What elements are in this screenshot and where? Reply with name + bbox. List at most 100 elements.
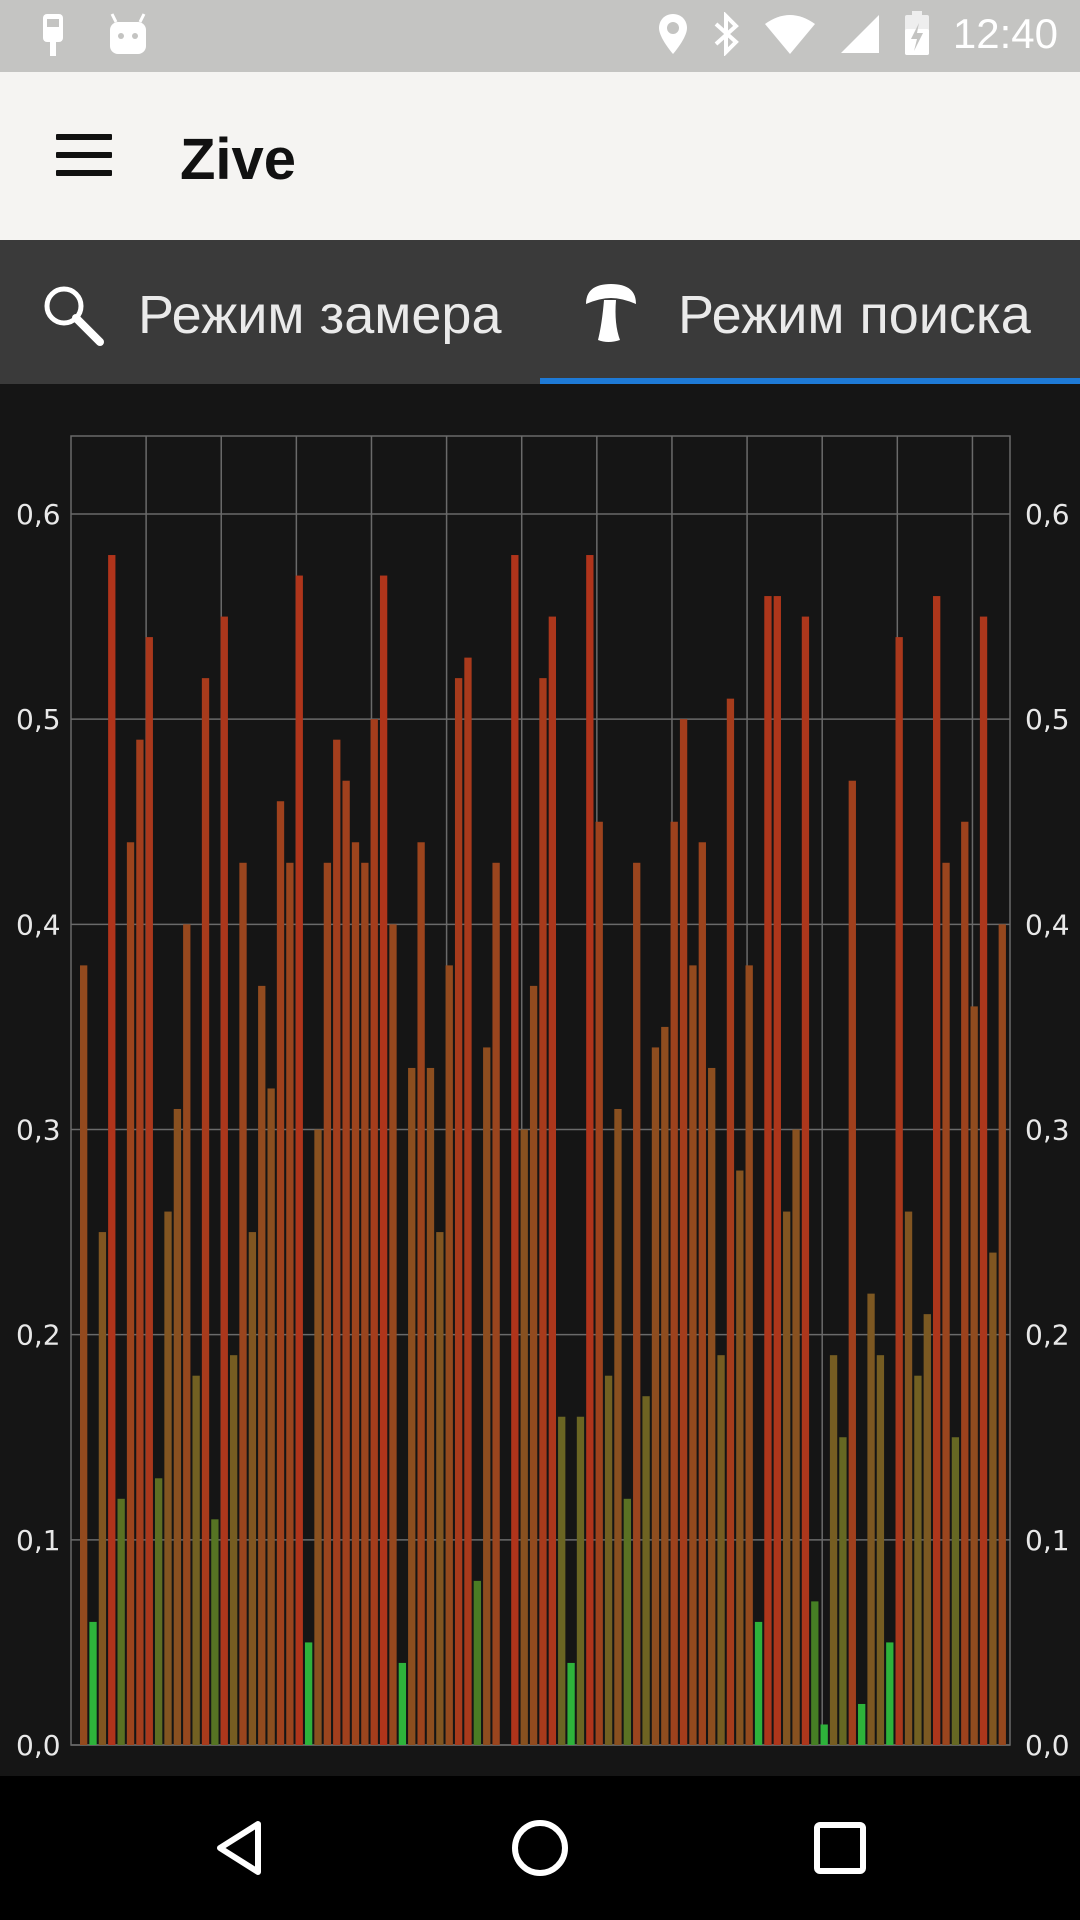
chart-bar (933, 596, 941, 1745)
chart-bar (239, 862, 247, 1745)
magnifier-icon (44, 286, 104, 346)
tab-measure-mode[interactable]: Режим замера (0, 240, 540, 384)
chart-bar (661, 1026, 669, 1745)
chart-bar (211, 1519, 219, 1745)
chart-area: 0,0 0,0 0,1 0,1 0,2 0,2 0,3 0,3 0,4 0,4 0,5 0,5 0,6 0… (0, 384, 1080, 1776)
tab-search-mode-label: Режим поиска (678, 285, 1031, 345)
bluetooth-icon (714, 12, 739, 56)
chart-bar (614, 1108, 622, 1745)
y-tick-label-left: 0,1 (16, 1524, 61, 1557)
chart-bar (726, 698, 735, 1745)
chart-bar (164, 1211, 172, 1745)
chart-bar (970, 1006, 978, 1745)
chart-bar (923, 1314, 931, 1745)
chart-bar (998, 924, 1006, 1745)
chart-bar (183, 924, 191, 1745)
chart-bar (895, 637, 903, 1745)
wifi-icon (764, 15, 815, 54)
app-bar: Zive (0, 72, 1080, 240)
chart-bar (80, 965, 88, 1745)
chart-bar (811, 1601, 819, 1745)
chart-bar (558, 1416, 566, 1745)
chart-bar (698, 842, 706, 1745)
chart-bar (389, 924, 397, 1745)
chart-bar (904, 1211, 913, 1745)
tab-search-mode[interactable]: Режим поиска (540, 240, 1080, 384)
chart-bar (276, 801, 285, 1745)
chart-bar (961, 821, 969, 1745)
chart-bar (801, 616, 810, 1746)
y-tick-label-right: 0,1 (1025, 1524, 1070, 1557)
chart-bar (89, 1621, 97, 1745)
chart-bar (370, 719, 378, 1745)
recents-button[interactable] (780, 1776, 900, 1920)
hamburger-menu-icon[interactable] (56, 134, 112, 178)
chart-bar (754, 1621, 763, 1745)
signal-icon (840, 15, 879, 53)
status-bar: 12:40 (0, 0, 1080, 72)
chart-bar (445, 965, 453, 1745)
mushroom-icon (586, 284, 636, 342)
chart-bar (604, 1375, 613, 1745)
chart-bar (426, 1067, 435, 1745)
chart-bar (314, 1129, 322, 1745)
back-icon (217, 1821, 261, 1875)
chart-bar (361, 862, 369, 1745)
recents-icon (814, 1822, 866, 1874)
chart-bar (323, 862, 332, 1745)
chart-bar (154, 1478, 163, 1745)
y-tick-label-left: 0,2 (16, 1319, 61, 1352)
tab-selected-indicator (540, 378, 1080, 384)
chart-bar (126, 842, 135, 1745)
home-button[interactable] (480, 1776, 600, 1920)
chart-bar (492, 862, 500, 1745)
back-button[interactable] (180, 1776, 300, 1920)
y-tick-label-right: 0,5 (1025, 703, 1070, 736)
chart-bar (333, 739, 341, 1745)
chart-bar (979, 616, 988, 1746)
chart-bar (483, 1047, 491, 1745)
chart-bar (679, 719, 688, 1745)
y-tick-label-left: 0,0 (16, 1729, 61, 1762)
chart-bar (689, 965, 697, 1745)
chart-bar (586, 555, 594, 1745)
chart-bar (876, 1355, 885, 1745)
tab-bar: Режим замера Режим поиска (0, 240, 1080, 384)
chart-bar (858, 1703, 866, 1745)
chart-bar (464, 657, 472, 1745)
chart-bar (145, 637, 153, 1745)
chart-bar (764, 596, 772, 1745)
y-tick-label-left: 0,6 (16, 498, 61, 531)
chart-bar (633, 862, 641, 1745)
chart-bar (623, 1498, 631, 1745)
y-tick-label-right: 0,0 (1025, 1729, 1070, 1762)
chart-bar (783, 1211, 791, 1745)
chart-bar (304, 1642, 313, 1745)
android-icon (110, 13, 146, 54)
y-tick-label-left: 0,3 (16, 1114, 61, 1147)
chart-bar (473, 1580, 482, 1745)
phone-location-icon (43, 14, 63, 56)
chart-bar (220, 616, 228, 1746)
chart-bar (914, 1375, 922, 1745)
chart-bar (951, 1437, 960, 1745)
chart-bar (117, 1498, 125, 1745)
chart-bar (379, 575, 388, 1745)
chart-bar (248, 1232, 257, 1745)
chart-bar (595, 821, 603, 1745)
chart-bar (717, 1355, 725, 1745)
chart-bar (829, 1355, 838, 1745)
y-tick-label-left: 0,4 (16, 908, 61, 941)
y-tick-label-left: 0,5 (16, 703, 61, 736)
y-tick-label-right: 0,4 (1025, 908, 1070, 941)
chart-bar (529, 985, 538, 1745)
chart-bar (351, 842, 360, 1745)
chart-bar (342, 780, 350, 1745)
chart-bar (173, 1108, 182, 1745)
chart-bar (839, 1437, 847, 1745)
battery-charging-icon (904, 11, 929, 55)
chart-bar (736, 1170, 744, 1745)
chart-bar (520, 1129, 528, 1745)
chart-bar (258, 985, 266, 1745)
chart-bar (229, 1355, 238, 1745)
